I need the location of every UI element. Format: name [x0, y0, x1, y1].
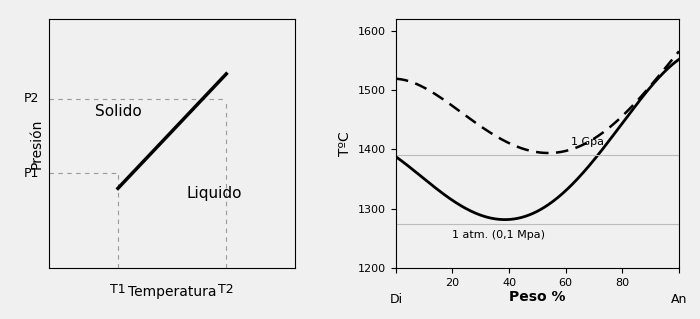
Text: T1: T1 [110, 283, 126, 296]
Y-axis label: TºC: TºC [338, 131, 352, 156]
Text: Liquido: Liquido [186, 186, 242, 201]
Text: Solido: Solido [94, 104, 141, 119]
X-axis label: Temperatura: Temperatura [128, 285, 216, 299]
Text: P2: P2 [24, 92, 39, 105]
Text: An: An [671, 293, 687, 306]
Text: P1: P1 [24, 167, 39, 180]
Text: Di: Di [389, 293, 402, 306]
Y-axis label: Presión: Presión [29, 118, 43, 169]
Text: T2: T2 [218, 283, 234, 296]
Text: 1 atm. (0,1 Mpa): 1 atm. (0,1 Mpa) [452, 230, 545, 240]
Text: 1 Gpa: 1 Gpa [571, 137, 604, 147]
X-axis label: Peso %: Peso % [509, 291, 566, 304]
